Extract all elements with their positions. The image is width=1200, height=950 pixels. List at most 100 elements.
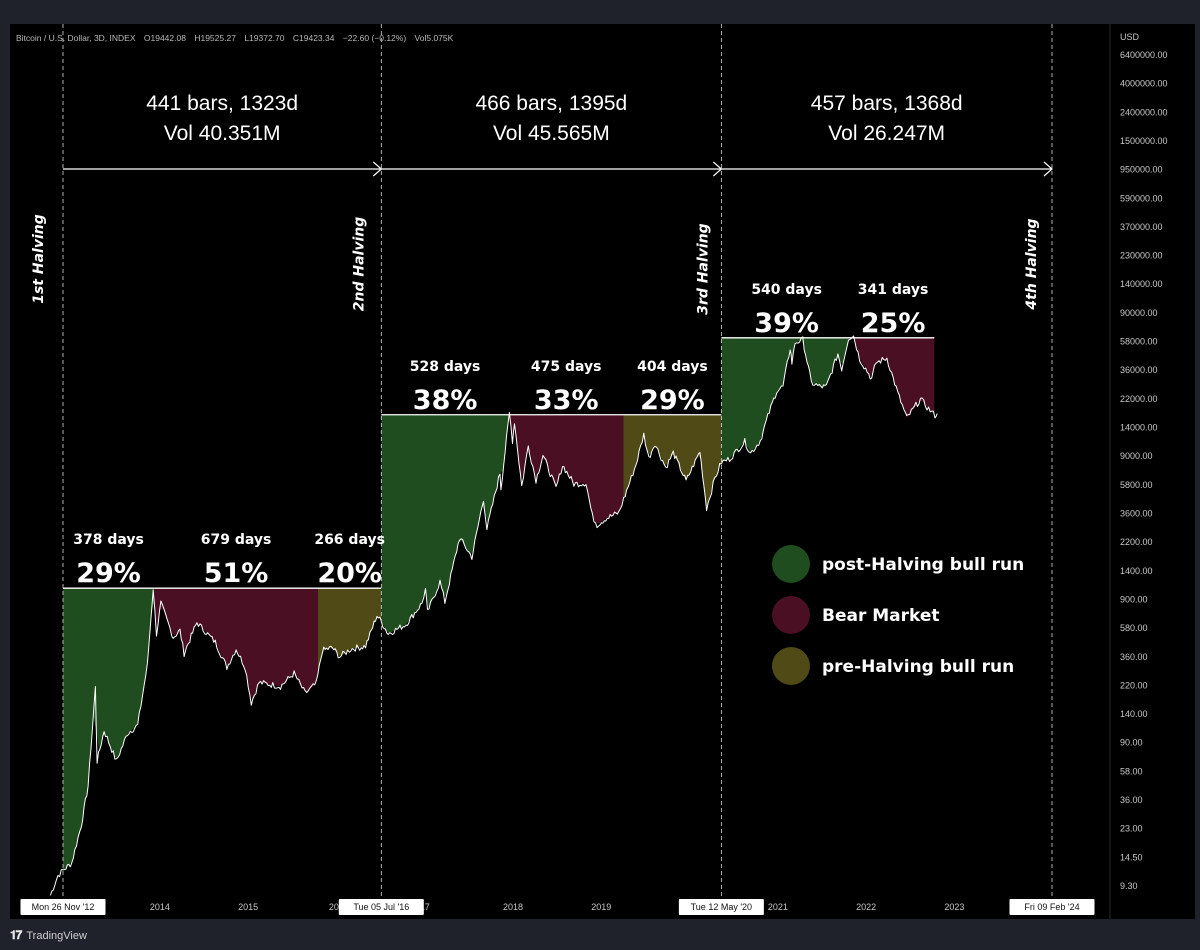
y-tick-label: 2200.00 bbox=[1120, 537, 1153, 547]
phase-pct-label-7: 39% bbox=[754, 308, 819, 339]
y-tick-label: 590000.00 bbox=[1120, 193, 1163, 203]
y-tick-label: 5800.00 bbox=[1120, 480, 1153, 490]
halving-label-2: 2nd Halving bbox=[351, 217, 367, 311]
low-value: L19372.70 bbox=[244, 33, 285, 43]
y-tick-label: 370000.00 bbox=[1120, 222, 1163, 232]
y-tick-label: 14000.00 bbox=[1120, 423, 1158, 433]
x-highlight-label-4: Fri 09 Feb '24 bbox=[1024, 902, 1079, 912]
phase-pct-label-4: 38% bbox=[413, 385, 478, 416]
phase-zone-2 bbox=[154, 588, 318, 700]
y-tick-label: 23.00 bbox=[1120, 824, 1143, 834]
halving-label-1: 1st Halving bbox=[31, 214, 47, 304]
phase-zone-1 bbox=[63, 588, 155, 871]
phase-pct-label-8: 25% bbox=[861, 308, 926, 339]
y-tick-label: 1500000.00 bbox=[1120, 136, 1168, 146]
footer-branding: 𝟏𝟕 TradingView bbox=[10, 928, 87, 943]
x-highlight-box-4 bbox=[1009, 899, 1095, 915]
x-tick-label: 2015 bbox=[238, 902, 258, 912]
y-tick-label: 4000000.00 bbox=[1120, 79, 1168, 89]
open-value: O19442.08 bbox=[143, 33, 186, 43]
y-tick-label: 90.00 bbox=[1120, 738, 1143, 748]
halving-label-4: 4th Halving bbox=[1024, 218, 1040, 310]
cycle-vol-label-2: Vol 45.565M bbox=[493, 122, 610, 145]
phase-zone-7 bbox=[721, 336, 852, 463]
x-highlight-box-3 bbox=[678, 899, 764, 915]
phase-pct-label-1: 29% bbox=[76, 558, 141, 589]
phase-days-label-6: 404 days bbox=[637, 359, 708, 375]
y-tick-label: 36.00 bbox=[1120, 795, 1143, 805]
y-tick-label: 140000.00 bbox=[1120, 279, 1163, 289]
y-tick-label: 6400000.00 bbox=[1120, 50, 1168, 60]
chart-frame: 1st Halving 2nd Halving 3rd Halving 4th Hal… bbox=[10, 24, 1195, 919]
y-tick-label: 580.00 bbox=[1120, 623, 1148, 633]
legend-label-pre: pre-Halving bull run bbox=[822, 657, 1014, 677]
phase-zone-4 bbox=[381, 414, 509, 633]
phase-zone-6 bbox=[623, 414, 722, 508]
y-tick-label: 1400.00 bbox=[1120, 566, 1153, 576]
cycle-vol-label-1: Vol 40.351M bbox=[164, 122, 281, 145]
y-tick-label: 220.00 bbox=[1120, 680, 1148, 690]
cycle-arrowhead-3 bbox=[1043, 161, 1053, 177]
x-tick-label: 17 bbox=[420, 902, 430, 912]
x-tick-label: 2023 bbox=[944, 902, 964, 912]
x-tick-label: 2014 bbox=[150, 902, 170, 912]
symbol-header: Bitcoin / U.S. Dollar, 3D, INDEX O19442.… bbox=[16, 33, 459, 43]
cycle-bars-label-2: 466 bars, 1395d bbox=[475, 92, 627, 115]
phase-pct-label-3: 20% bbox=[317, 558, 382, 589]
y-tick-label: 58.00 bbox=[1120, 766, 1143, 776]
tradingview-logo-icon: 𝟏𝟕 bbox=[10, 928, 22, 942]
price-line bbox=[49, 335, 938, 896]
y-tick-label: 14.50 bbox=[1120, 852, 1143, 862]
y-axis-currency: USD bbox=[1120, 32, 1140, 42]
halving-label-3: 3rd Halving bbox=[695, 223, 711, 314]
y-tick-label: 58000.00 bbox=[1120, 337, 1158, 347]
y-tick-label: 230000.00 bbox=[1120, 251, 1163, 261]
y-tick-label: 22000.00 bbox=[1120, 394, 1158, 404]
volume-value: Vol5.075K bbox=[414, 33, 454, 43]
y-tick-label: 9000.00 bbox=[1120, 451, 1153, 461]
phase-days-label-5: 475 days bbox=[531, 359, 602, 375]
symbol-name: Bitcoin / U.S. Dollar, 3D, INDEX bbox=[16, 33, 136, 43]
y-tick-label: 36000.00 bbox=[1120, 365, 1158, 375]
x-tick-label: 2019 bbox=[591, 902, 611, 912]
cycle-bars-label-1: 441 bars, 1323d bbox=[146, 92, 298, 115]
phase-days-label-2: 679 days bbox=[201, 532, 272, 548]
close-value: C19423.34 bbox=[292, 33, 335, 43]
cycle-arrowhead-1 bbox=[372, 161, 383, 177]
x-tick-label: 2021 bbox=[768, 902, 788, 912]
price-chart: 1st Halving 2nd Halving 3rd Halving 4th Hal… bbox=[10, 24, 1195, 919]
x-tick-label: 2022 bbox=[856, 902, 876, 912]
legend-swatch-pre bbox=[772, 647, 810, 685]
x-highlight-label-3: Tue 12 May '20 bbox=[691, 902, 752, 912]
phase-pct-label-6: 29% bbox=[640, 385, 705, 416]
phase-days-label-3: 266 days bbox=[314, 532, 385, 548]
legend-label-post: post-Halving bull run bbox=[822, 555, 1024, 575]
phase-days-label-1: 378 days bbox=[73, 532, 144, 548]
phase-days-label-8: 341 days bbox=[858, 282, 929, 298]
phase-zone-3 bbox=[318, 588, 382, 675]
y-tick-label: 2400000.00 bbox=[1120, 107, 1168, 117]
y-tick-label: 140.00 bbox=[1120, 709, 1148, 719]
phase-pct-label-5: 33% bbox=[534, 385, 599, 416]
phase-pct-label-2: 51% bbox=[204, 558, 269, 589]
legend-swatch-post bbox=[772, 545, 810, 583]
x-highlight-label-1: Mon 26 Nov '12 bbox=[32, 902, 95, 912]
x-highlight-label-2: Tue 05 Jul '16 bbox=[353, 902, 409, 912]
cycle-vol-label-3: Vol 26.247M bbox=[828, 122, 945, 145]
y-tick-label: 900.00 bbox=[1120, 594, 1148, 604]
x-tick-label: 2018 bbox=[503, 902, 523, 912]
y-tick-label: 3600.00 bbox=[1120, 508, 1153, 518]
phase-days-label-4: 528 days bbox=[410, 359, 481, 375]
legend-label-bear: Bear Market bbox=[822, 606, 940, 626]
brand-label: TradingView bbox=[26, 929, 87, 942]
cycle-bars-label-3: 457 bars, 1368d bbox=[811, 92, 963, 115]
high-value: H19525.27 bbox=[194, 33, 236, 43]
x-tick-label: 201 bbox=[329, 902, 344, 912]
y-tick-label: 9.30 bbox=[1120, 881, 1138, 891]
legend-swatch-bear bbox=[772, 596, 810, 634]
change-value: −22.60 (−0.12%) bbox=[342, 33, 407, 43]
phase-zone-5 bbox=[508, 414, 624, 524]
x-highlight-box-2 bbox=[338, 899, 424, 915]
y-tick-label: 950000.00 bbox=[1120, 165, 1163, 175]
y-tick-label: 360.00 bbox=[1120, 652, 1148, 662]
